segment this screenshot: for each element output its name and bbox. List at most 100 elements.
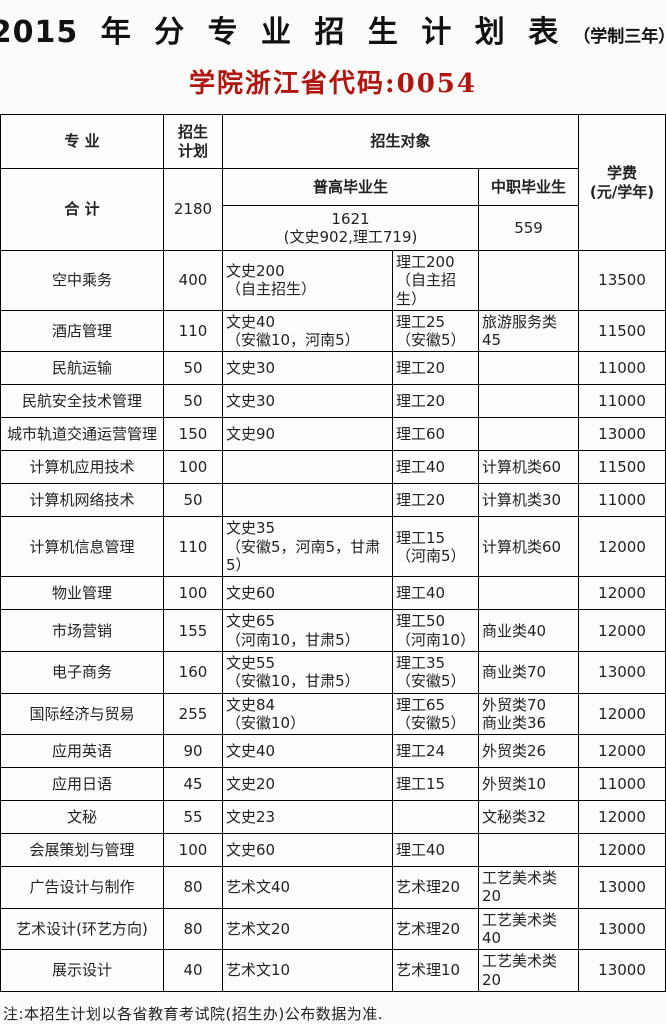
vocational-cell: 外贸类70 商业类36 (477, 692, 580, 736)
regular-ligong-cell: 理工60 (392, 417, 479, 452)
vocational-cell: 外贸类26 (477, 734, 580, 769)
regular-wenshi-cell: 文史84 （安徽10） (222, 692, 393, 736)
tuition-cell: 12000 (578, 692, 666, 736)
footnote: 注:本招生计划以各省教育考试院(招生办)公布数据为准. (3, 1004, 384, 1023)
regular-ligong-cell: 理工24 (392, 734, 479, 769)
regular-ligong-cell: 理工50 （河南10） (392, 609, 479, 652)
header-target: 招生对象 (221, 114, 580, 169)
regular-wenshi-cell: 文史90 (222, 417, 393, 452)
regular-ligong-cell: 理工200 （自主招生） (392, 250, 479, 311)
vocational-cell: 商业类70 (477, 650, 580, 694)
major-cell: 计算机网络技术 (0, 483, 164, 518)
enrollment-table-body: 空中乘务 400 文史200 （自主招生） 理工200 （自主招生） 13500 酒店管理… (0, 250, 666, 992)
regular-ligong-cell: 理工40 (392, 576, 479, 611)
table-row: 国际经济与贸易 255 文史84 （安徽10） 理工65 （安徽5） 外贸类70 商业类… (0, 692, 666, 736)
tuition-cell: 11000 (578, 384, 666, 419)
major-cell: 艺术设计(环艺方向) (0, 907, 164, 951)
major-cell: 物业管理 (0, 576, 164, 611)
tuition-cell: 13000 (578, 949, 666, 992)
plan-cell: 50 (163, 351, 223, 386)
regular-ligong-cell (392, 800, 479, 835)
page-header: 2015 年 分 专 业 招 生 计 划 表 （学制三年） (0, 0, 666, 51)
regular-wenshi-cell: 文史30 (222, 351, 393, 386)
vocational-cell: 计算机类60 (477, 516, 580, 578)
table-row: 广告设计与制作 80 艺术文40 艺术理20 工艺美术类20 13000 (0, 866, 666, 909)
regular-wenshi-cell (222, 483, 393, 518)
regular-wenshi-cell: 文史200 （自主招生） (222, 250, 393, 311)
tuition-cell: 13000 (578, 650, 666, 694)
vocational-cell: 工艺美术类20 (477, 866, 580, 909)
regular-wenshi-cell: 文史60 (222, 833, 393, 868)
plan-cell: 55 (163, 800, 223, 835)
page-title-suffix: （学制三年） (573, 27, 666, 47)
tuition-cell: 12000 (578, 576, 666, 611)
plan-cell: 45 (163, 767, 223, 802)
plan-cell: 100 (163, 576, 223, 611)
major-cell: 民航安全技术管理 (0, 384, 164, 419)
regular-ligong-cell: 艺术理10 (392, 949, 479, 992)
tuition-cell: 13000 (578, 907, 666, 951)
plan-cell: 80 (163, 907, 223, 951)
vocational-cell (477, 833, 580, 868)
regular-ligong-cell: 理工20 (392, 384, 479, 419)
regular-ligong-cell: 理工15 (392, 767, 479, 802)
major-cell: 计算机应用技术 (0, 450, 164, 485)
major-cell: 电子商务 (0, 650, 164, 694)
regular-ligong-cell: 艺术理20 (392, 866, 479, 909)
tuition-cell: 11000 (578, 483, 666, 518)
regular-ligong-cell: 理工40 (392, 450, 479, 485)
header-vocational-graduates: 中职毕业生 (477, 168, 580, 206)
vocational-cell: 旅游服务类45 (477, 309, 580, 353)
table-row: 物业管理 100 文史60 理工40 12000 (0, 576, 666, 611)
major-cell: 国际经济与贸易 (0, 692, 164, 736)
table-row: 民航运输 50 文史30 理工20 11000 (0, 351, 666, 386)
regular-ligong-cell: 理工20 (392, 483, 479, 518)
summary-vocational-total: 559 (477, 205, 580, 251)
vocational-cell: 外贸类10 (477, 767, 580, 802)
header-row-2: 合 计 2180 普高毕业生 中职毕业生 (0, 168, 666, 251)
plan-cell: 110 (163, 516, 223, 578)
header-row-3: 1621 (文史902,理工719) 559 (1, 205, 666, 251)
tuition-cell: 11500 (578, 450, 666, 485)
tuition-cell: 11000 (578, 351, 666, 386)
table-row: 计算机应用技术 100 理工40 计算机类60 11500 (0, 450, 666, 485)
major-cell: 市场营销 (0, 609, 164, 652)
regular-wenshi-cell: 艺术文40 (222, 866, 393, 909)
tuition-cell: 12000 (578, 516, 666, 578)
major-cell: 空中乘务 (0, 250, 164, 311)
plan-cell: 50 (163, 483, 223, 518)
vocational-cell: 工艺美术类20 (477, 949, 580, 992)
page-title: 2015 年 分 专 业 招 生 计 划 表 (0, 15, 560, 50)
tuition-cell: 12000 (578, 833, 666, 868)
regular-wenshi-cell: 艺术文20 (222, 907, 393, 951)
regular-ligong-cell: 理工65 （安徽5） (392, 692, 479, 736)
table-row: 应用英语 90 文史40 理工24 外贸类26 12000 (0, 734, 666, 769)
regular-ligong-cell: 理工15 （河南5） (392, 516, 479, 578)
major-cell: 文秘 (0, 800, 164, 835)
major-cell: 酒店管理 (0, 309, 164, 353)
enrollment-plan-table: 专 业 招生 计划 招生对象 学费 (元/学年) 合 计 2180 普高毕业生 … (0, 114, 666, 992)
vocational-cell: 文秘类32 (477, 800, 580, 835)
vocational-cell (477, 250, 580, 311)
plan-cell: 100 (163, 833, 223, 868)
regular-ligong-cell: 理工40 (392, 833, 479, 868)
plan-cell: 40 (163, 949, 223, 992)
plan-cell: 80 (163, 866, 223, 909)
tuition-cell: 13500 (578, 250, 666, 311)
table-row: 应用日语 45 文史20 理工15 外贸类10 11000 (0, 767, 666, 802)
vocational-cell (477, 384, 580, 419)
major-cell: 应用日语 (0, 767, 164, 802)
major-cell: 城市轨道交通运营管理 (0, 417, 164, 452)
table-row: 会展策划与管理 100 文史60 理工40 12000 (0, 833, 666, 868)
regular-wenshi-cell: 文史65 （河南10，甘肃5） (222, 609, 393, 652)
table-row: 酒店管理 110 文史40 （安徽10，河南5） 理工25 （安徽5） 旅游服务类45 1… (0, 309, 666, 353)
regular-ligong-cell: 理工20 (392, 351, 479, 386)
regular-ligong-cell: 理工25 （安徽5） (392, 309, 479, 353)
vocational-cell (477, 417, 580, 452)
vocational-cell (477, 576, 580, 611)
header-tuition: 学费 (元/学年) (578, 114, 666, 251)
major-cell: 广告设计与制作 (0, 866, 164, 909)
table-row: 展示设计 40 艺术文10 艺术理10 工艺美术类20 13000 (0, 949, 666, 992)
tuition-cell: 12000 (578, 734, 666, 769)
table-row: 城市轨道交通运营管理 150 文史90 理工60 13000 (0, 417, 666, 452)
